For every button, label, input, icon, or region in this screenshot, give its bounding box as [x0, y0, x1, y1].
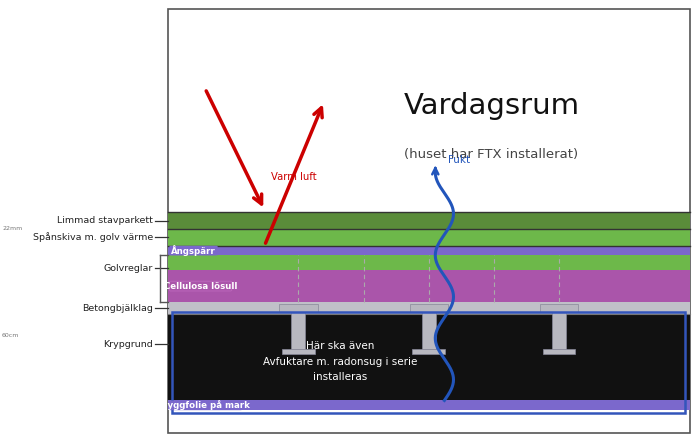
Bar: [168, 212, 690, 229]
Bar: [168, 9, 690, 433]
Text: Golvreglar: Golvreglar: [104, 264, 153, 273]
Text: Krypgrund: Krypgrund: [104, 340, 153, 349]
Text: Ångspärr: Ångspärr: [172, 245, 216, 256]
Bar: [168, 271, 690, 302]
Text: Spånskiva m. golv värme: Spånskiva m. golv värme: [33, 232, 153, 242]
Text: Fukt: Fukt: [448, 155, 470, 165]
Text: (huset har FTX installerat): (huset har FTX installerat): [405, 148, 578, 161]
FancyBboxPatch shape: [169, 400, 242, 410]
Bar: [279, 304, 318, 312]
FancyBboxPatch shape: [169, 246, 218, 255]
Text: 22mm: 22mm: [2, 226, 22, 231]
FancyBboxPatch shape: [169, 281, 232, 291]
Bar: [168, 255, 690, 302]
Bar: [282, 349, 315, 354]
Bar: [540, 304, 578, 312]
Text: Cellulosa lösull: Cellulosa lösull: [164, 282, 237, 290]
Bar: [168, 400, 690, 410]
Bar: [168, 229, 690, 246]
Bar: [542, 349, 575, 354]
Text: Limmad stavparkett: Limmad stavparkett: [57, 216, 153, 225]
Text: Varm luft: Varm luft: [272, 172, 317, 182]
Bar: [168, 302, 690, 314]
Bar: [168, 246, 690, 255]
Text: Här ska även
Avfuktare m. radonsug i serie
installeras: Här ska även Avfuktare m. radonsug i ser…: [263, 341, 417, 382]
Bar: [421, 312, 435, 349]
Text: Byggfolie på mark: Byggfolie på mark: [161, 400, 251, 410]
Bar: [168, 314, 690, 400]
Bar: [291, 312, 305, 349]
Bar: [412, 349, 445, 354]
Bar: [172, 312, 685, 413]
Text: Betongbjälklag: Betongbjälklag: [83, 304, 153, 312]
Bar: [410, 304, 448, 312]
Text: 60cm: 60cm: [2, 333, 20, 338]
Text: Vardagsrum: Vardagsrum: [403, 92, 580, 120]
Bar: [552, 312, 566, 349]
